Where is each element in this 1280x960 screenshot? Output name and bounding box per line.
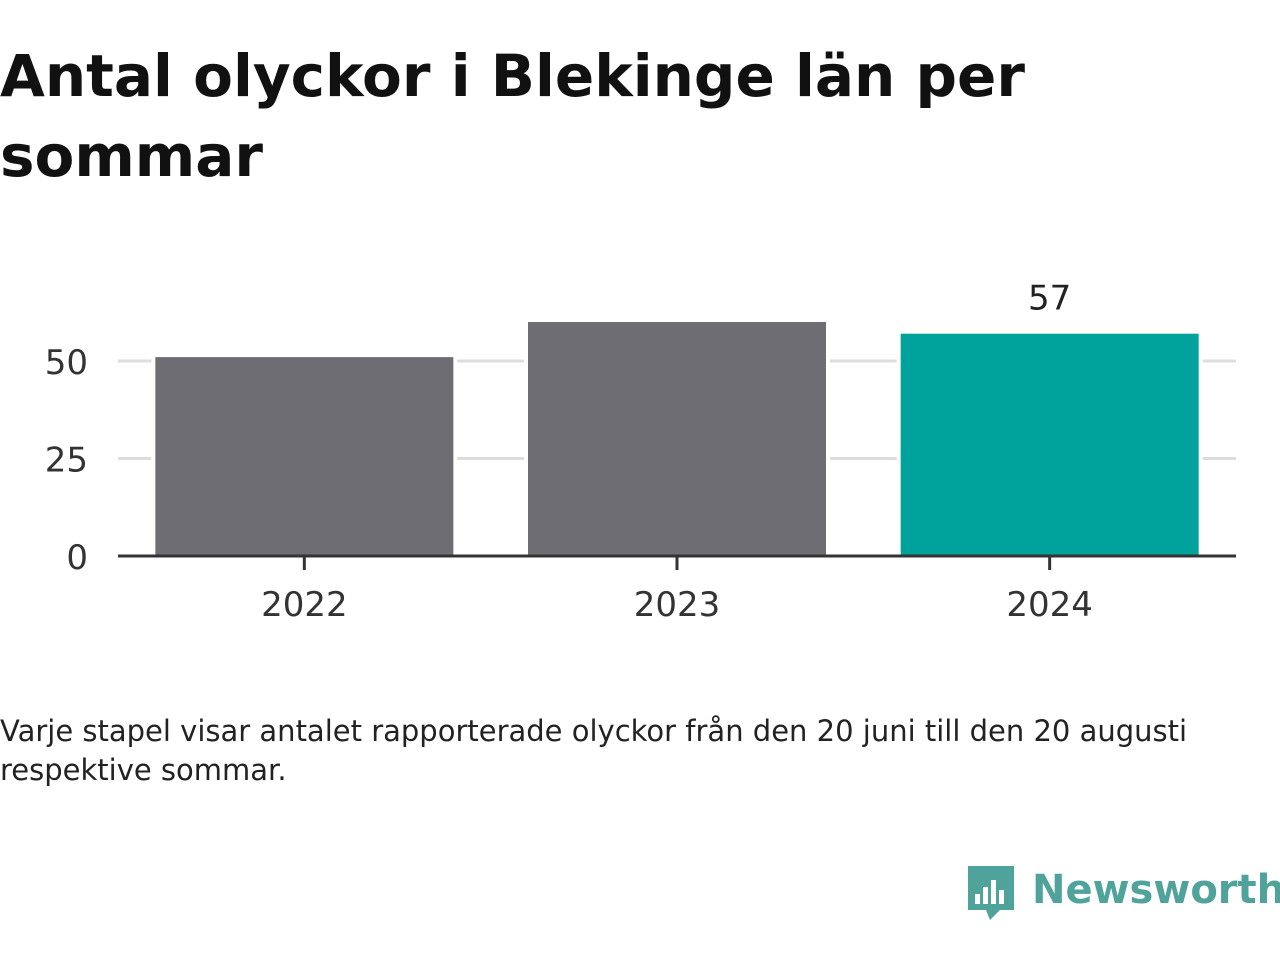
newsworthy-logo-text: Newsworthy (1032, 867, 1280, 913)
x-tick-label-2023: 2023 (634, 585, 721, 625)
bar-chart: 0 25 50 2022 2023 2024 57 (45, 279, 1236, 625)
newsworthy-logo[interactable]: Newsworthy (964, 862, 1280, 926)
chart-title: Antal olyckor i Blekinge län per sommar (0, 42, 1025, 190)
bar-2023 (528, 322, 826, 556)
newsworthy-logo-icon (968, 866, 1014, 920)
x-tick-label-2024: 2024 (1006, 585, 1093, 625)
bar-2022 (155, 357, 454, 556)
bar-2024 (900, 333, 1199, 556)
data-label-2024: 57 (1028, 279, 1071, 319)
y-tick-label-0: 0 (66, 538, 88, 578)
y-tick-label-50: 50 (45, 343, 88, 383)
x-tick-label-2022: 2022 (261, 585, 348, 625)
y-tick-label-25: 25 (45, 441, 88, 481)
chart-footnote: Varje stapel visar antalet rapporterade … (0, 714, 1188, 787)
